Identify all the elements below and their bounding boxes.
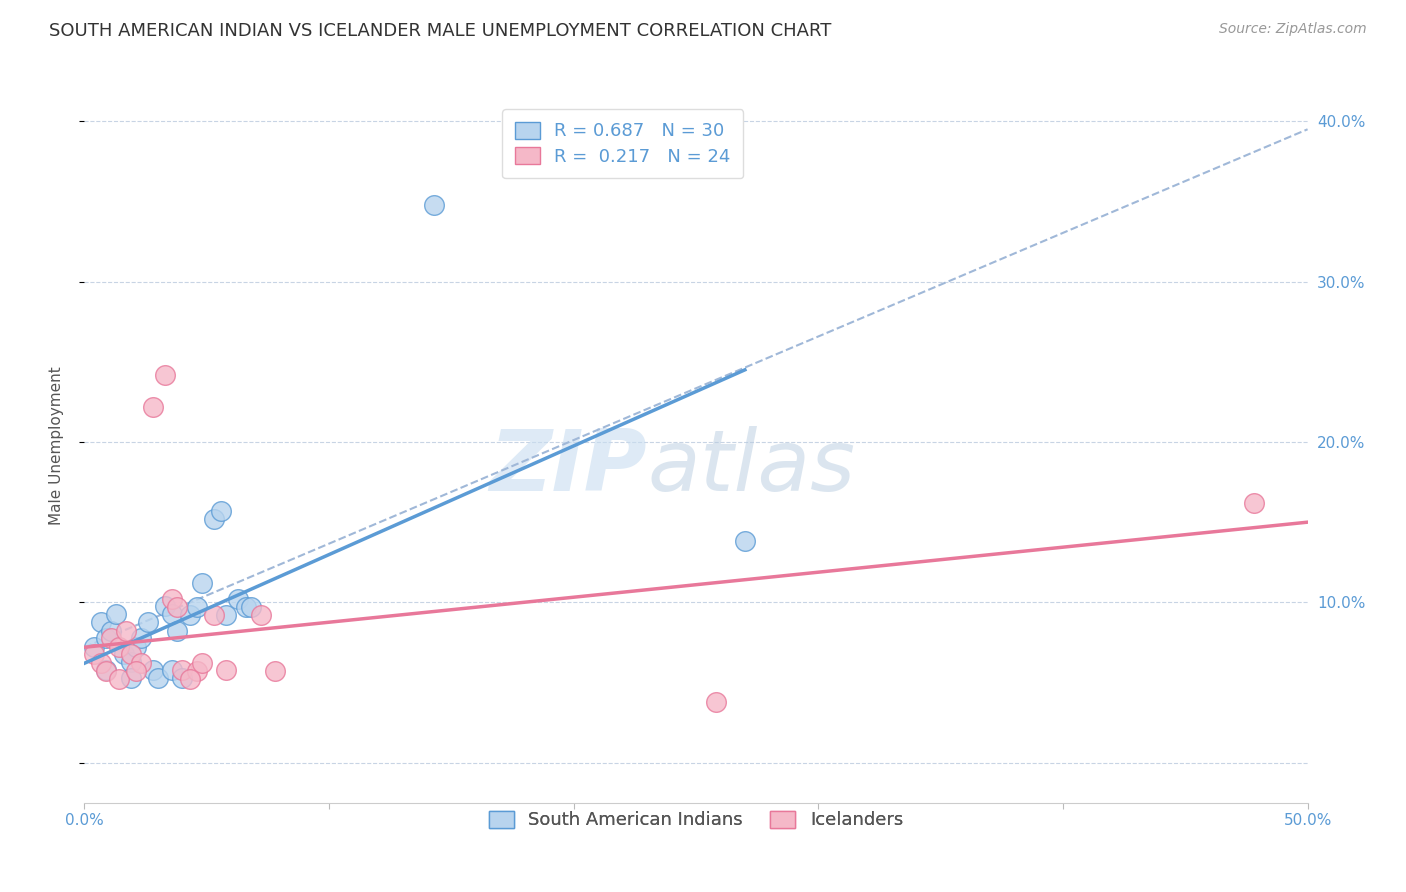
Point — [153, 599, 176, 613]
Point — [215, 608, 238, 623]
Point — [120, 655, 142, 669]
Point — [423, 197, 446, 211]
Point — [146, 671, 169, 685]
Point — [96, 663, 118, 677]
Point — [142, 400, 165, 414]
Point — [125, 665, 148, 679]
Point — [112, 647, 135, 661]
Point — [228, 592, 250, 607]
Text: SOUTH AMERICAN INDIAN VS ICELANDER MALE UNEMPLOYMENT CORRELATION CHART: SOUTH AMERICAN INDIAN VS ICELANDER MALE … — [49, 22, 831, 40]
Point — [90, 615, 112, 629]
Point — [186, 665, 208, 679]
Point — [179, 673, 201, 687]
Point — [90, 657, 112, 671]
Point — [129, 657, 152, 671]
Point — [162, 663, 184, 677]
Point — [264, 665, 287, 679]
Point — [107, 640, 129, 655]
Point — [83, 640, 105, 655]
Point — [142, 663, 165, 677]
Point — [162, 607, 184, 621]
Point — [96, 665, 118, 679]
Point — [100, 631, 122, 645]
Point — [120, 671, 142, 685]
Point — [202, 512, 225, 526]
Point — [186, 600, 208, 615]
Legend: South American Indians, Icelanders: South American Indians, Icelanders — [481, 804, 911, 837]
Point — [191, 657, 214, 671]
Point — [704, 695, 727, 709]
Point — [166, 624, 188, 639]
Point — [136, 615, 159, 629]
Point — [83, 647, 105, 661]
Point — [105, 607, 128, 621]
Point — [215, 663, 238, 677]
Point — [129, 631, 152, 645]
Point — [162, 592, 184, 607]
Point — [96, 631, 118, 645]
Text: Source: ZipAtlas.com: Source: ZipAtlas.com — [1219, 22, 1367, 37]
Y-axis label: Male Unemployment: Male Unemployment — [49, 367, 63, 525]
Point — [107, 673, 129, 687]
Point — [249, 608, 271, 623]
Point — [202, 608, 225, 623]
Point — [172, 663, 194, 677]
Point — [179, 608, 201, 623]
Point — [115, 624, 138, 639]
Point — [100, 624, 122, 639]
Point — [191, 576, 214, 591]
Point — [209, 504, 232, 518]
Point — [120, 647, 142, 661]
Text: atlas: atlas — [647, 425, 855, 509]
Point — [166, 600, 188, 615]
Point — [1243, 496, 1265, 510]
Point — [125, 640, 148, 655]
Point — [235, 600, 257, 615]
Point — [239, 600, 262, 615]
Point — [172, 671, 194, 685]
Point — [734, 534, 756, 549]
Text: ZIP: ZIP — [489, 425, 647, 509]
Point — [153, 368, 176, 382]
